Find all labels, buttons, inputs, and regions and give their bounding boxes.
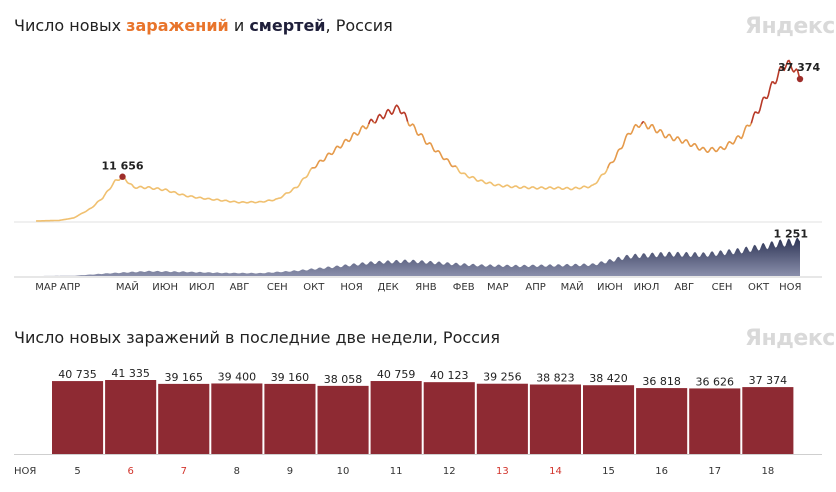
cases-line-segment [606,123,643,169]
yandex-watermark-bottom: Яндекс [745,326,835,351]
bar-value-label: 39 165 [165,371,204,384]
cases-line-segment [367,118,375,125]
cases-line-segment [372,121,376,124]
bar [105,380,157,454]
cases-line-segment [643,121,753,153]
month-tick-label: ФЕВ [453,282,475,293]
month-tick-label: ИЮЛ [189,282,215,293]
bar [211,383,263,454]
bar [370,381,422,454]
bar [529,384,581,454]
cases-line-segment [640,121,645,125]
bar-value-label: 37 374 [749,374,788,387]
cases-peak-label: 37 374 [778,61,820,74]
month-tick-label: СЕН [267,282,288,293]
deaths-area [36,237,800,276]
day-tick-label: 7 [181,466,187,477]
month-tick-label: ЯНВ [415,282,436,293]
bar-value-label: 39 160 [271,371,310,384]
day-tick-label: 18 [761,466,774,477]
cases-peak-label: 11 656 [101,160,143,173]
bar-value-label: 36 626 [696,375,735,388]
bar-value-label: 41 335 [111,367,150,380]
month-tick-label: АВГ [230,282,250,293]
month-tick-label: ИЮН [597,282,623,293]
title-cases: заражений [126,16,229,35]
bar [742,387,794,454]
bar [476,383,528,454]
month-tick-label: МАР [35,282,57,293]
day-tick-label: 14 [549,466,562,477]
cases-line-segment [311,123,370,170]
bar [583,385,635,454]
top-chart-title: Число новых заражений и смертей, Россия [14,16,393,35]
bar-value-label: 39 256 [483,371,522,384]
day-tick-label: 10 [337,466,350,477]
two-week-bar-chart: 40 735 5 41 335 6 39 165 7 39 400 8 39 160 9 38 05… [14,367,822,477]
title-mid: и [228,16,250,35]
month-tick-label: АПР [525,282,545,293]
day-tick-label: 6 [127,466,133,477]
bar [52,381,104,454]
cases-line-segment [374,104,409,124]
day-tick-label: 16 [655,466,668,477]
cases-line-segment [750,59,801,124]
month-tick-label: АВГ [674,282,694,293]
bar-value-label: 38 823 [536,371,575,384]
bar-value-label: 40 759 [377,368,416,381]
bar-value-label: 40 123 [430,369,469,382]
bottom-chart-title: Число новых заражений в последние две не… [14,328,500,347]
month-tick-label: МАЙ [561,280,584,293]
month-tick-label: ДЕК [378,282,399,293]
day-tick-label: 17 [708,466,721,477]
day-tick-label: 13 [496,466,509,477]
bar-value-label: 36 818 [642,375,681,388]
deaths-peak-label: 1 251 [774,227,808,240]
month-tick-label: МАР [487,282,509,293]
month-tick-label: АПР [60,282,80,293]
bar-value-label: 38 058 [324,373,363,386]
month-tick-label: СЕН [712,282,733,293]
day-tick-label: 8 [234,466,240,477]
bar [158,383,210,454]
title-prefix: Число новых [14,16,127,35]
month-label: НОЯ [14,466,36,477]
day-tick-label: 15 [602,466,615,477]
bar [423,382,475,454]
day-tick-label: 9 [287,466,293,477]
yandex-watermark-top: Яндекс [745,14,835,39]
cases-line-segment [406,121,457,168]
peak-marker [796,75,804,83]
month-tick-label: ИЮЛ [634,282,660,293]
month-tick-label: НОЯ [340,282,362,293]
bar [317,385,369,454]
month-tick-label: МАЙ [116,280,139,293]
month-tick-label: ИЮН [152,282,178,293]
month-tick-label: ОКТ [748,282,770,293]
bar [636,388,688,454]
day-tick-label: 11 [390,466,403,477]
month-tick-label: ОКТ [303,282,325,293]
month-tick-label: НОЯ [779,282,801,293]
bar-value-label: 39 400 [218,370,257,383]
cases-line-segment [35,167,313,222]
title-suffix: , Россия [325,16,393,35]
bar-value-label: 38 420 [589,372,628,385]
cases-line-segment [455,166,609,191]
peak-marker [119,173,126,180]
bar [264,383,316,454]
day-tick-label: 12 [443,466,456,477]
bar-value-label: 40 735 [58,368,97,381]
bar [689,388,741,454]
title-deaths: смертей [249,16,326,35]
day-tick-label: 5 [74,466,80,477]
